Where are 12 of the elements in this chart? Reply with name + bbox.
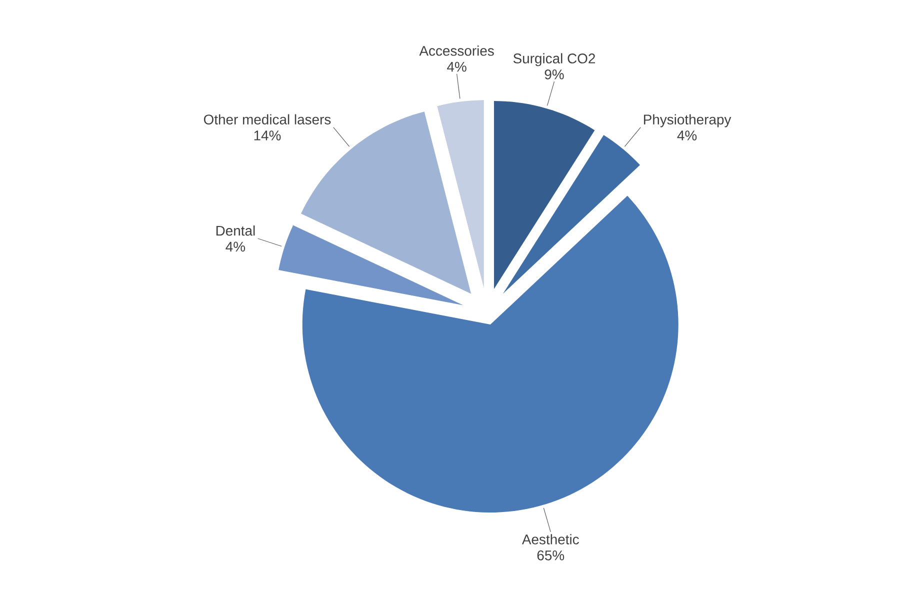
data-label: 4%	[447, 62, 466, 72]
data-label: 4%	[677, 130, 697, 140]
slice-label: Accessories	[419, 46, 494, 56]
slice-label: Dental	[216, 225, 255, 236]
data-label: 14%	[254, 130, 281, 140]
slice-label: Other medical lasers	[204, 114, 331, 124]
slice-label: Aesthetic	[522, 534, 579, 544]
data-label: 9%	[544, 69, 564, 80]
slice-label: Physiotherapy	[644, 114, 732, 128]
data-label: 65%	[537, 550, 564, 560]
slice-label: Surgical CO2	[513, 53, 596, 66]
data-label: 4%	[226, 242, 246, 252]
